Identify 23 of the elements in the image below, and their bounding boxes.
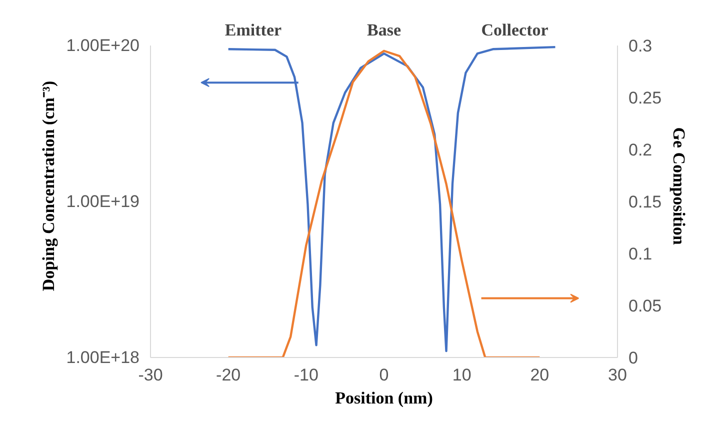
x-tick-label: 0	[379, 366, 389, 384]
x-tick-label: 30	[608, 366, 627, 384]
text: Base	[367, 20, 402, 40]
x-tick-label: 10	[452, 366, 472, 384]
y-tick-label: 1.00E+20	[66, 36, 140, 56]
y2-tick-label: 0.05	[628, 296, 662, 316]
y-tick-label: 1.00E+19	[66, 192, 140, 212]
x-axis-title: Position (nm)	[335, 388, 433, 408]
text: Collector	[481, 20, 549, 40]
y2-tick-label: 0.3	[628, 36, 652, 56]
y2-tick-label: 0.15	[628, 192, 662, 212]
y2-axis-title: Ge Composition	[670, 127, 689, 246]
y2-tick-label: 0	[628, 348, 638, 368]
y-tick-label: 1.00E+18	[66, 348, 140, 367]
y2-tick-label: 0.2	[628, 140, 652, 160]
x-tick-label: -30	[138, 366, 163, 384]
y-axis-title: Doping Concentration (cm⁻³)	[39, 80, 58, 292]
y2-tick-label: 0.1	[628, 244, 652, 264]
x-tick-label: 20	[530, 366, 550, 384]
x-tick-label: -10	[294, 366, 318, 384]
text: Emitter	[224, 20, 282, 40]
x-tick-label: -20	[216, 366, 241, 384]
y2-tick-label: 0.25	[628, 88, 662, 108]
